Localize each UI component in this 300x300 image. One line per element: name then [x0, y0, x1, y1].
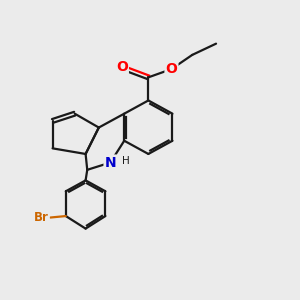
Text: O: O: [116, 60, 128, 74]
Text: H: H: [122, 156, 129, 166]
Text: N: N: [105, 155, 116, 170]
Text: O: O: [166, 62, 177, 76]
Text: Br: Br: [34, 211, 49, 224]
